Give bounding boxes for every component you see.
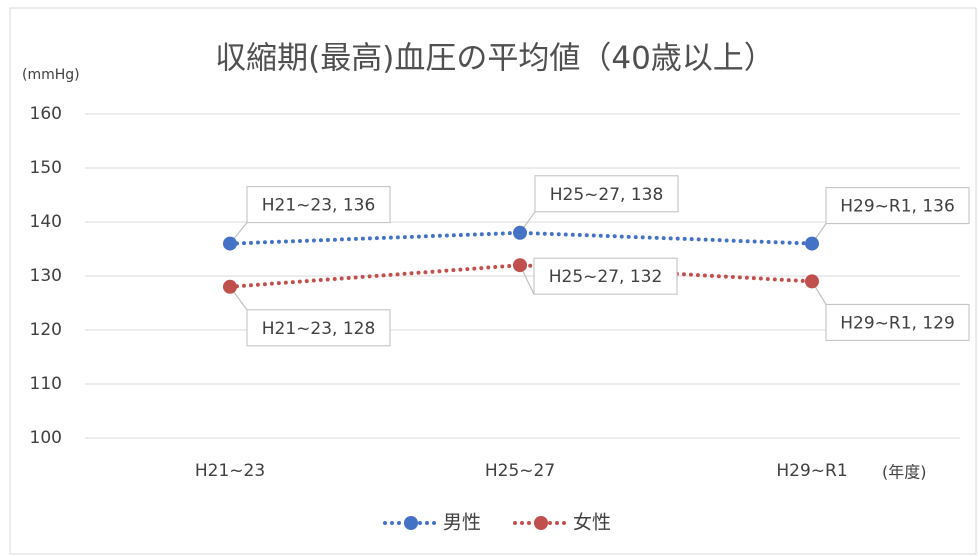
data-label-box [825,303,970,341]
legend-label: 女性 [573,512,611,534]
x-tick-label: H21~23 [195,461,265,481]
data-label-box [825,187,970,225]
legend-marker [534,516,548,530]
data-label: H21~23, 128 [262,319,376,339]
point [805,236,819,251]
x-axis-label: (年度) [882,463,927,482]
legend-label: 男性 [443,512,481,534]
point [805,274,819,289]
line [228,263,814,289]
point [513,225,527,240]
y-tick-label: 160 [30,104,62,124]
x-tick-label: H29~R1 [776,461,847,481]
legend-marker [404,516,418,530]
data-label-box [533,257,678,295]
chart-title: 収縮期(最高)血圧の平均値（40歳以上） [215,41,775,77]
y-tick-label: 120 [30,320,62,340]
data-label: H25~27, 138 [550,185,664,205]
data-label-box [534,175,679,213]
y-axis-label: (mmHg) [22,67,80,83]
data-label: H29~R1, 129 [840,313,955,333]
point [223,279,237,294]
y-tick-label: 130 [30,266,62,286]
data-label: H29~R1, 136 [840,197,955,217]
line [228,230,814,246]
y-tick-label: 100 [30,428,62,448]
y-tick-label: 140 [30,212,62,232]
y-tick-label: 110 [30,374,62,394]
data-label-box [246,186,391,224]
data-label-box [246,309,391,347]
point [513,258,527,273]
data-label: H21~23, 136 [262,196,376,216]
point [223,236,237,251]
data-label: H25~27, 132 [549,267,663,287]
y-tick-label: 150 [30,158,62,178]
x-tick-label: H25~27 [485,461,555,481]
